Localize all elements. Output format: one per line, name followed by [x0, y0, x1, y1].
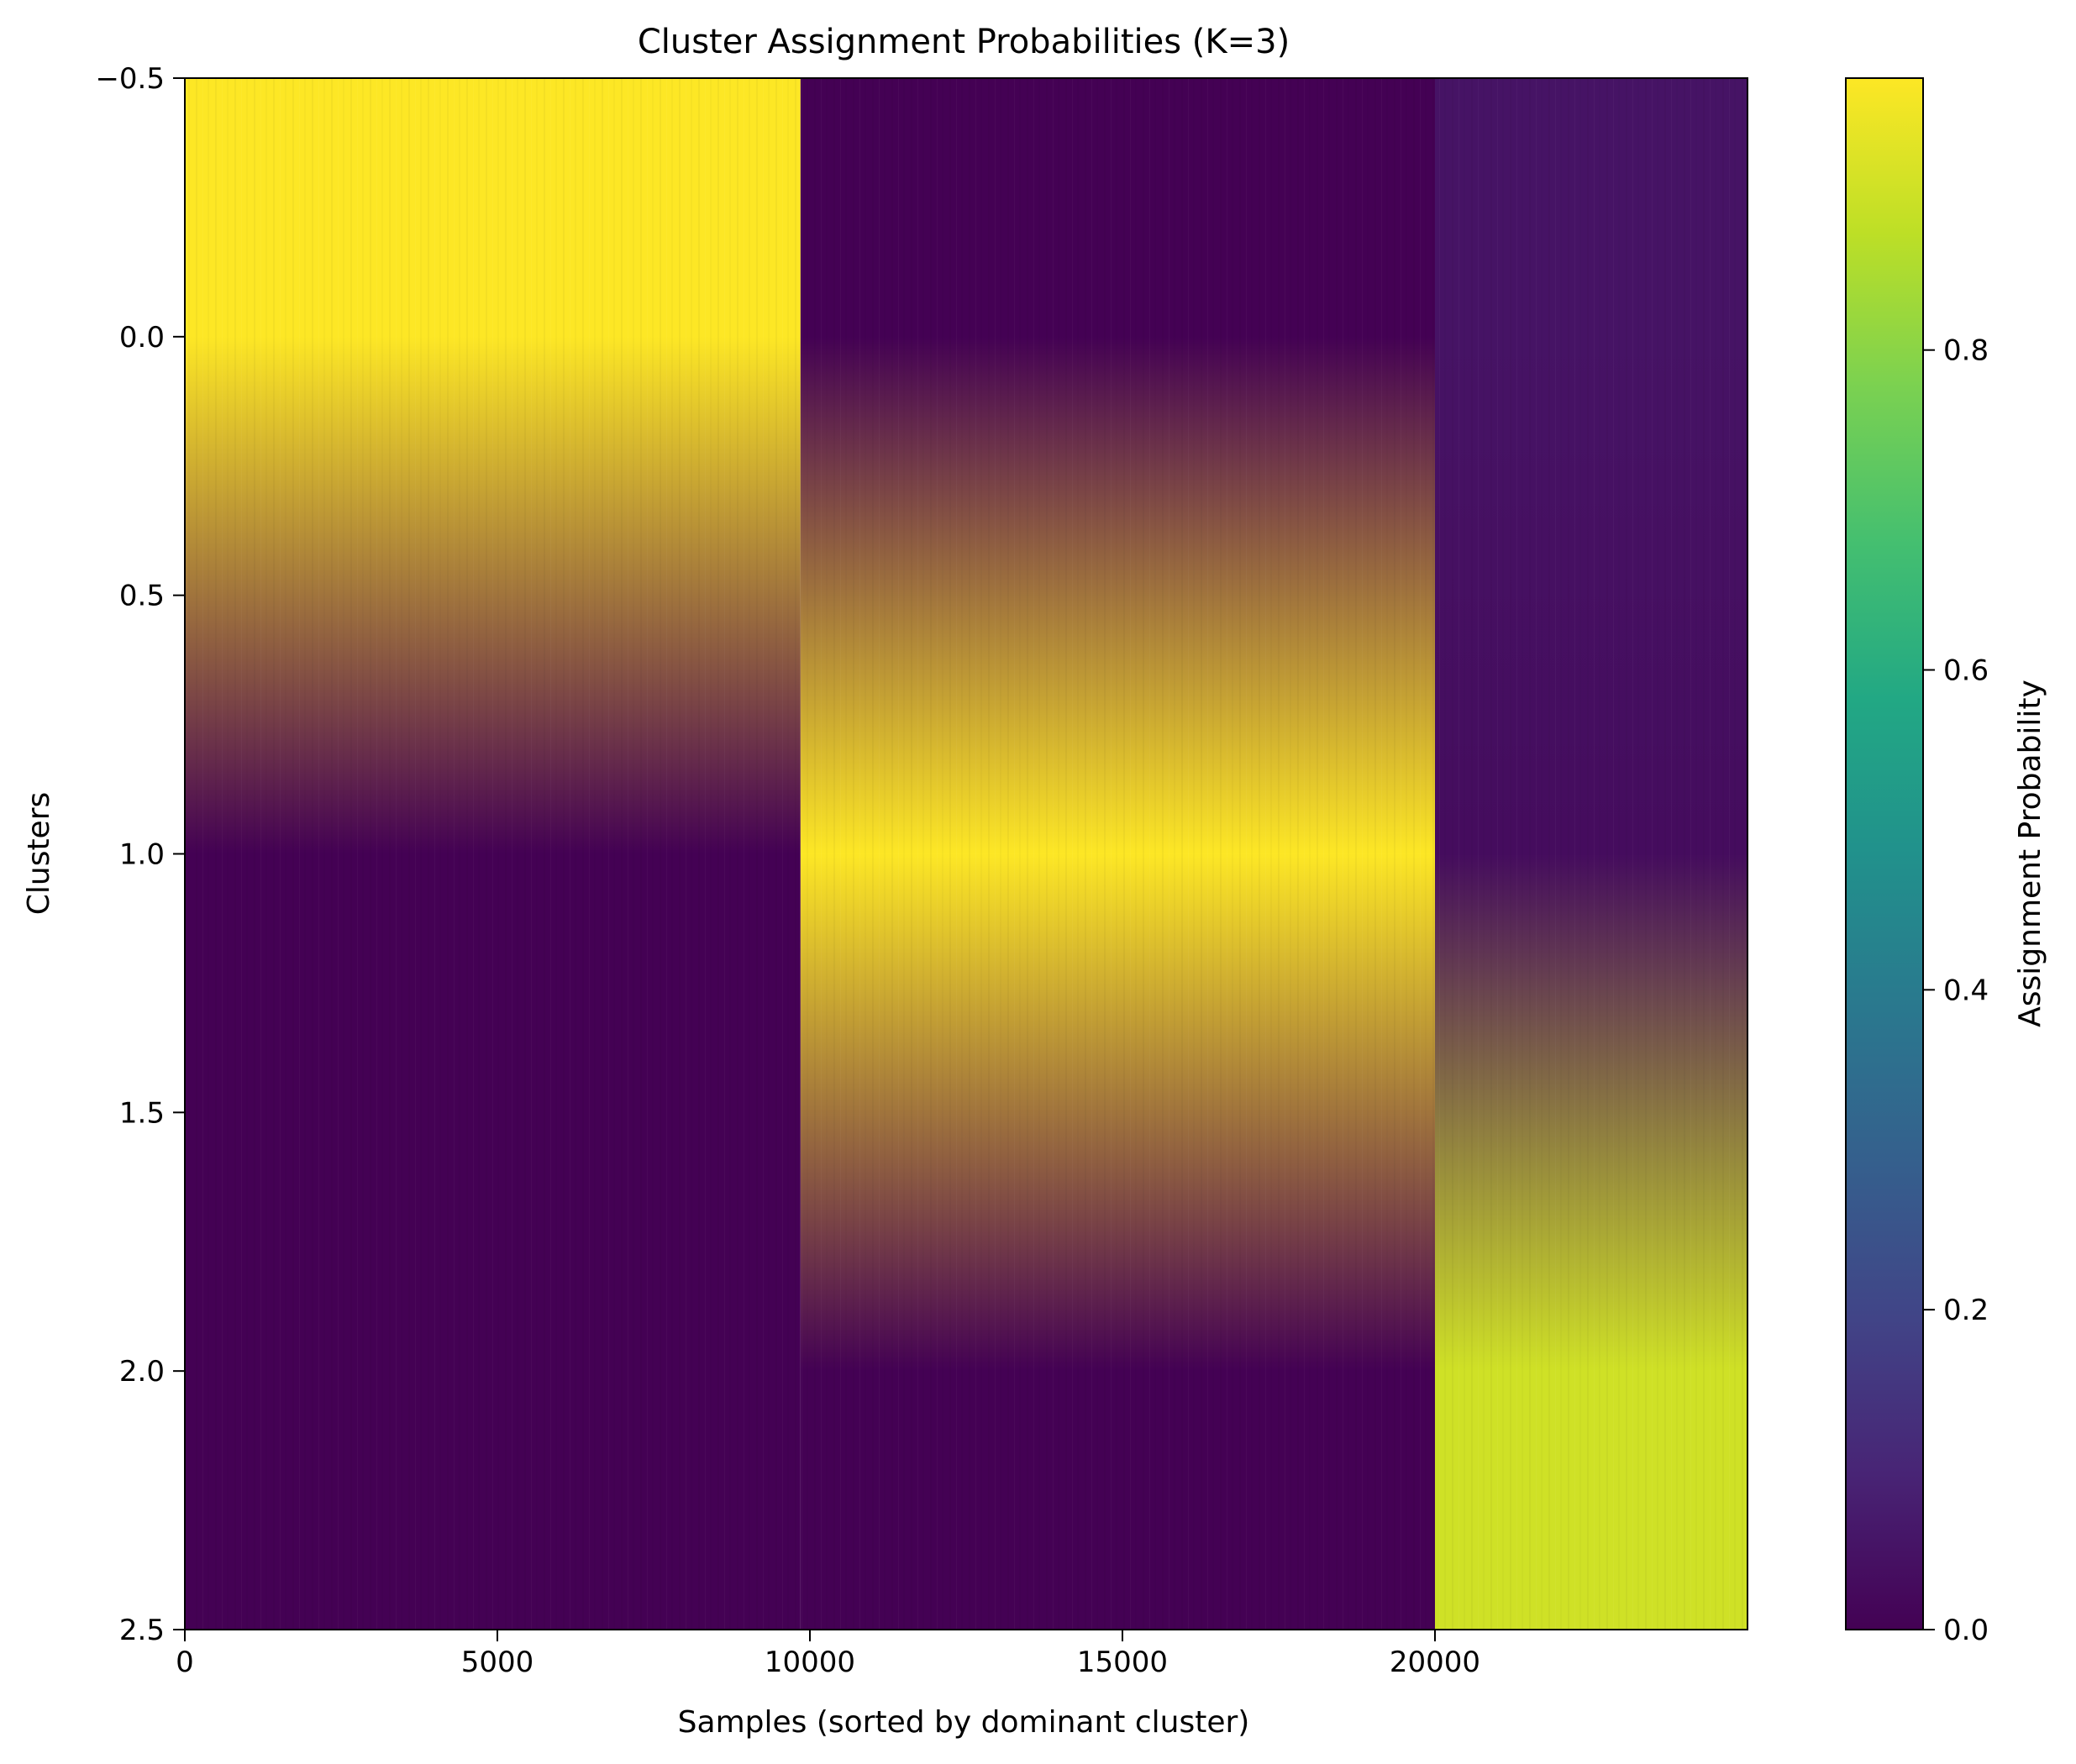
x-axis-label: Samples (sorted by dominant cluster) [678, 1705, 1250, 1740]
colorbar-tick-label: 0.2 [1943, 1294, 1989, 1327]
x-tick-label: 15000 [1077, 1646, 1168, 1679]
y-tick-label: 0.0 [119, 321, 165, 354]
y-tick-label: 0.5 [119, 580, 165, 613]
y-tick-label: 2.0 [119, 1355, 165, 1389]
colorbar-tick-label: 0.4 [1943, 974, 1989, 1007]
chart-title: Cluster Assignment Probabilities (K=3) [638, 23, 1290, 61]
y-tick-label: −0.5 [95, 62, 165, 96]
y-tick-label: 1.0 [119, 838, 165, 872]
y-tick-label: 1.5 [119, 1096, 165, 1130]
colorbar-tick-label: 0.6 [1943, 654, 1989, 688]
y-axis: −0.5 0.0 0.5 1.0 1.5 2.0 2.5 [95, 62, 185, 1647]
y-axis-label: Clusters [22, 792, 56, 916]
colorbar-label: Assignment Probability [2013, 680, 2047, 1027]
x-tick-label: 5000 [461, 1646, 534, 1679]
colorbar [1845, 77, 1924, 1630]
x-tick-label: 0 [176, 1646, 194, 1679]
colorbar-tick-label: 0.8 [1943, 334, 1989, 368]
heatmap-texture [185, 78, 1748, 1630]
x-axis: 0 5000 10000 15000 20000 [176, 1630, 1480, 1679]
y-tick-label: 2.5 [119, 1614, 165, 1647]
colorbar-axis: 0.0 0.2 0.4 0.6 0.8 [1923, 334, 1989, 1647]
colorbar-tick-label: 0.0 [1943, 1614, 1989, 1647]
x-tick-label: 20000 [1390, 1646, 1480, 1679]
x-tick-label: 10000 [765, 1646, 855, 1679]
